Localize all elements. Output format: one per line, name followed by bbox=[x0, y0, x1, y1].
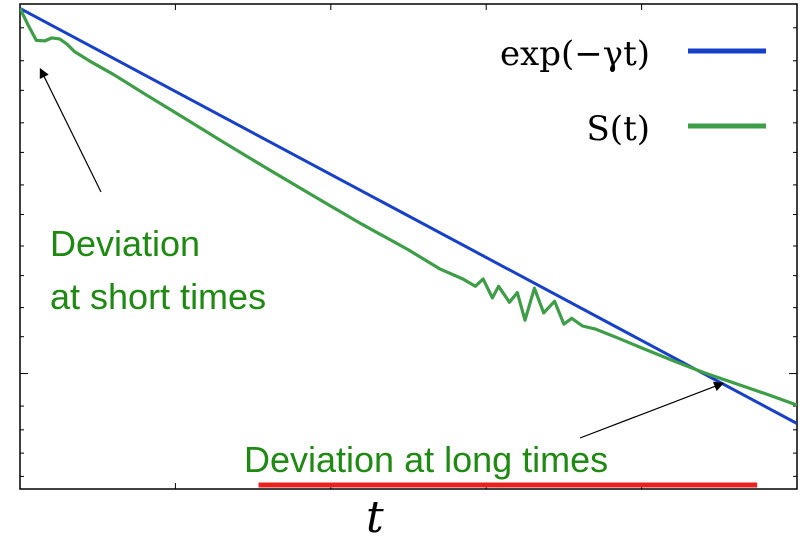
x-axis-label: t bbox=[366, 492, 384, 543]
series-line-1 bbox=[20, 7, 797, 407]
annotation-layer: Deviation at short times Deviation at long… bbox=[39, 67, 758, 488]
legend-label-0: exp(−γt) bbox=[500, 34, 650, 74]
legend: exp(−γt) S(t) bbox=[500, 34, 766, 149]
annotation-short-times-line-0: Deviation bbox=[50, 223, 200, 264]
legend-label-1: S(t) bbox=[587, 109, 650, 149]
annotation-arrow-long bbox=[579, 381, 725, 439]
annotation-long-times: Deviation at long times bbox=[244, 439, 608, 480]
series-layer bbox=[20, 7, 797, 425]
series-line-0 bbox=[20, 7, 797, 425]
annotation-short-times-line-1: at short times bbox=[50, 276, 266, 317]
axis-ticks bbox=[19, 4, 798, 489]
annotation-arrow-short bbox=[39, 67, 102, 193]
